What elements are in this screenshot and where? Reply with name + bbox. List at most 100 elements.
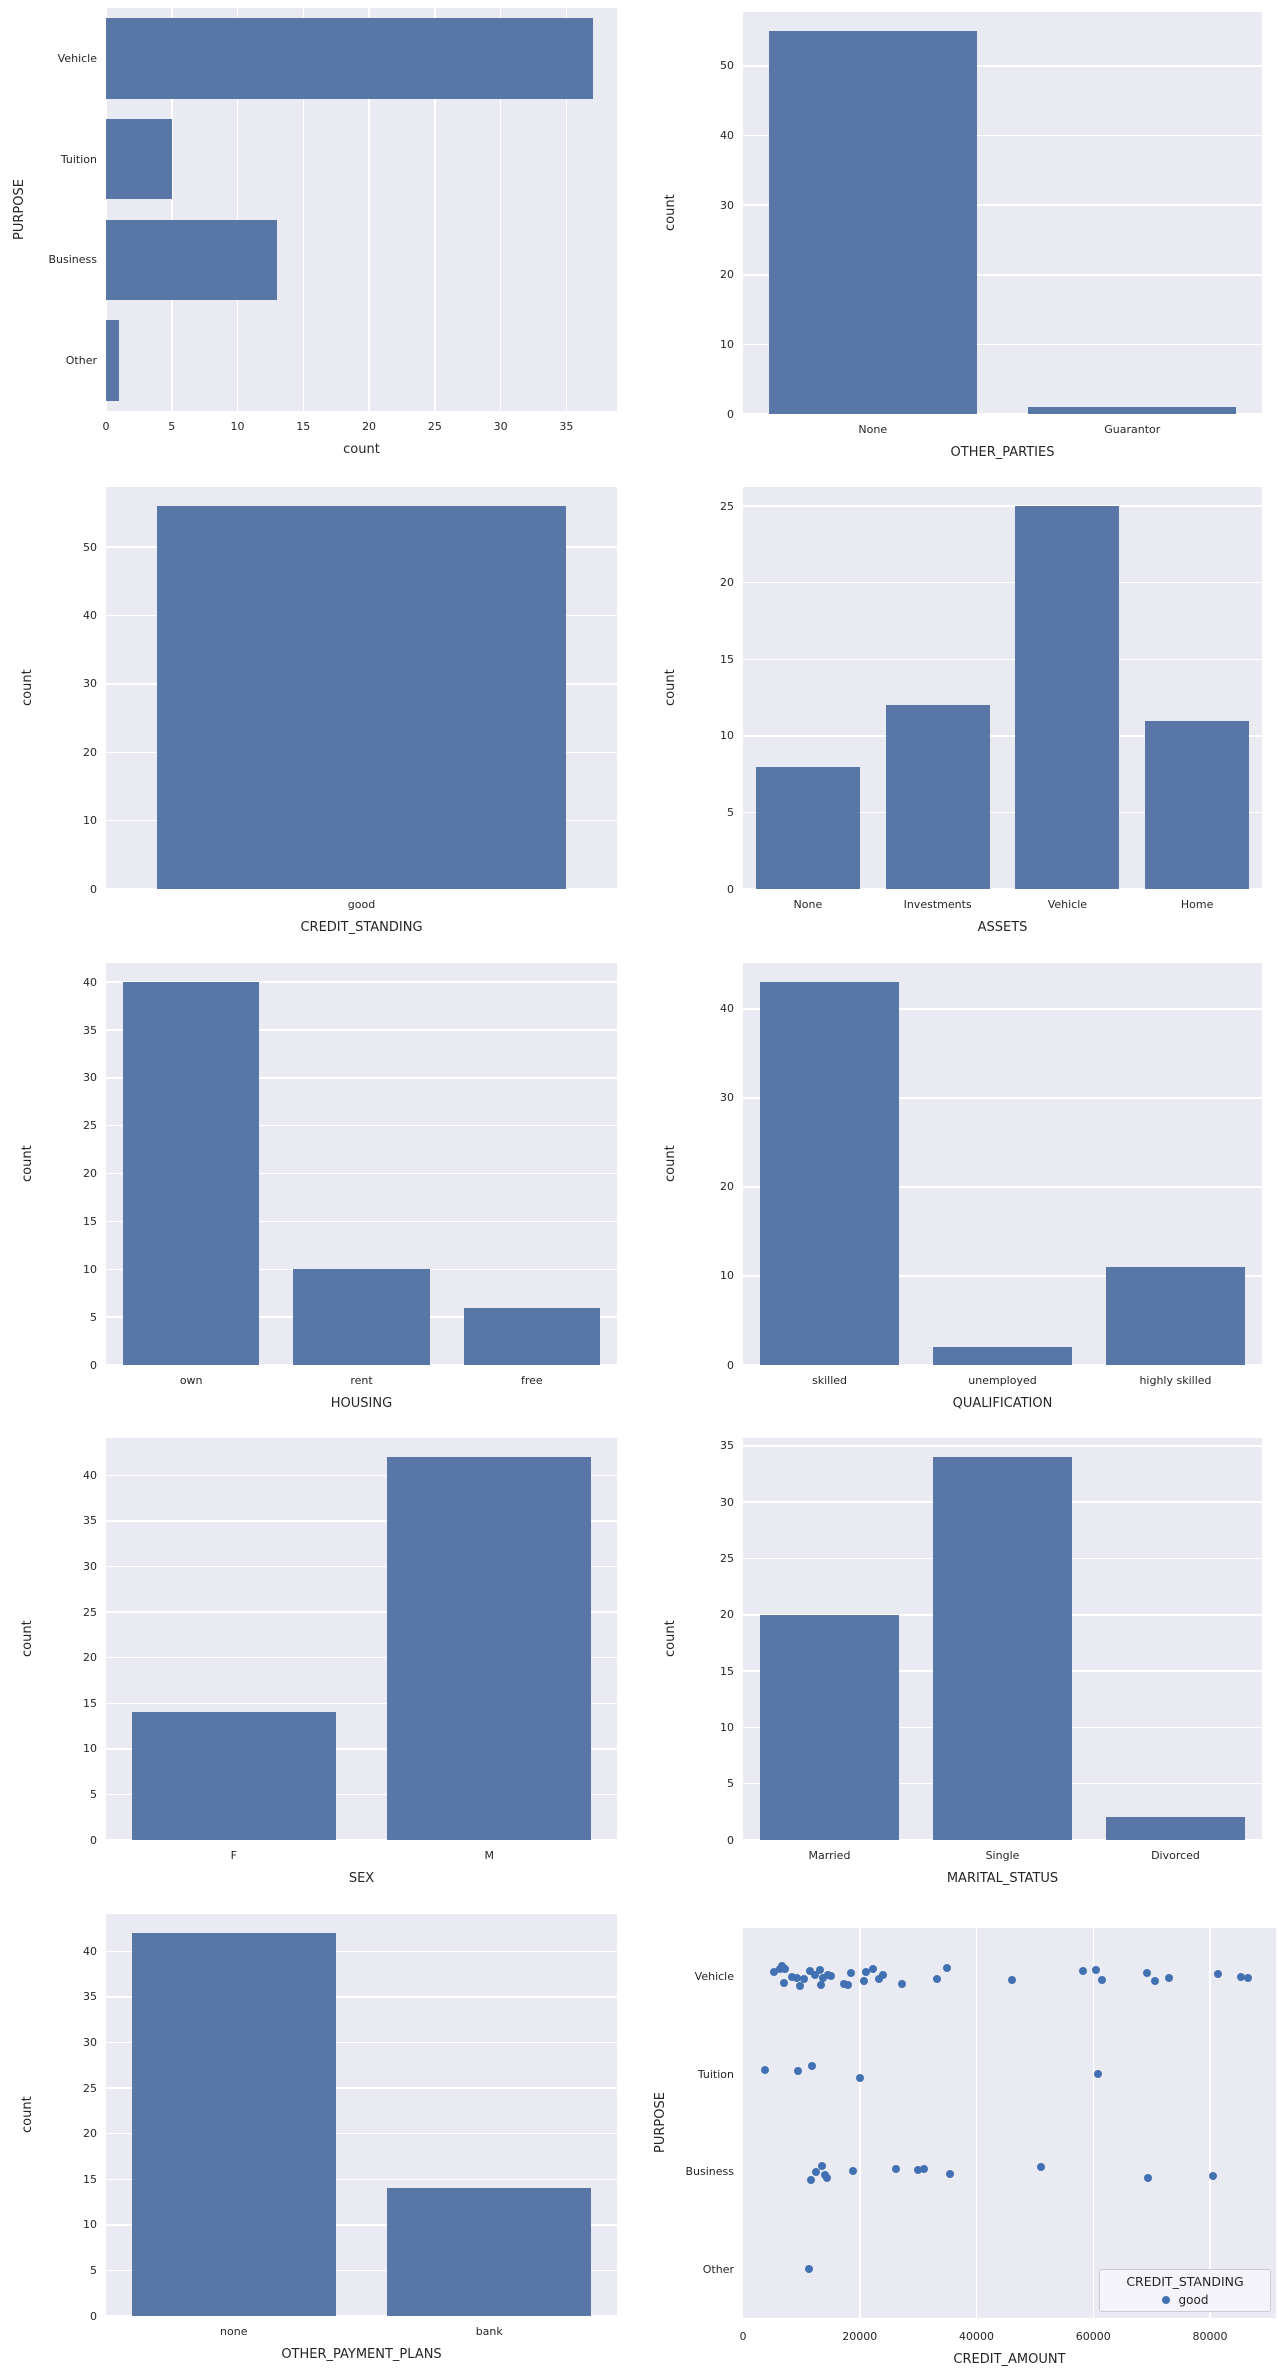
gridline [106,2224,617,2226]
x-category-label: bank [475,2325,503,2338]
x-category-label: None [793,898,823,911]
gridline [743,134,1262,137]
gridline [106,1124,617,1127]
gridline [106,1611,617,1613]
legend-marker-icon [1161,2296,1170,2304]
x-category-label: good [347,898,376,911]
y-tick-label: 20 [83,745,97,759]
y-tick-label: 10 [83,1262,97,1276]
scatter-point [878,1970,887,1979]
gridline [743,204,1262,206]
x-category-label: Guarantor [1104,423,1161,436]
y-tick-label: 10 [720,337,734,351]
chart-credit_amount_by_purpose: CREDIT_STANDING good 0 20000 40000 60000 80000… [639,1902,1278,2377]
gridline [106,1268,617,1271]
gridline [743,1445,1262,1447]
gridline [743,343,1262,346]
y-category-label: Business [685,2165,734,2179]
bar-own [123,982,260,1365]
y-tick-label: 20 [720,1608,734,1622]
scatter-point [847,1968,855,1977]
scatter-point [1243,1973,1252,1982]
scatter-point [779,1978,788,1987]
y-tick-label: 20 [83,1167,97,1181]
scatter-point [1094,2070,1103,2079]
gridline [106,1702,617,1704]
scatter-point [942,1963,951,1972]
y-tick-label: 10 [720,729,734,743]
plot-area-other_payment_plans [106,1914,617,2317]
y-axis-label: count [663,194,678,232]
y-tick-label: 20 [720,268,734,282]
y-category-label: Vehicle [57,51,97,65]
chart-other_payment_plans: 0 5 10 15 20 25 30 35 40 none bank OTHER_PAYMENT_PL… [0,1902,639,2377]
y-tick-label: 5 [727,805,734,819]
scatter-point [891,2164,900,2173]
scatter-point [822,2173,831,2182]
gridline [499,8,502,411]
x-category-label: skilled [811,1374,848,1387]
x-category-label: highly skilled [1139,1374,1212,1387]
y-tick-label: 0 [727,882,734,896]
y-tick-label: 20 [83,1651,97,1665]
y-tick-label: 40 [83,609,97,623]
x-tick-label: 20000 [842,2330,878,2343]
bar-None [768,31,977,414]
y-axis-label: count [663,1145,678,1183]
y-tick-label: 50 [720,59,734,73]
gridline [743,811,1262,814]
x-category-label: unemployed [968,1374,1037,1387]
y-category-label: Business [48,253,97,267]
y-tick-label: 0 [90,1358,97,1372]
y-tick-label: 15 [83,1214,97,1228]
bar-none [131,1933,336,2316]
scatter-point [806,2175,815,2184]
scatter-point [805,1966,814,1975]
bar-Guarantor [1028,407,1237,414]
gridline [1092,1928,1095,2318]
gridline [565,8,568,411]
y-tick-label: 40 [720,129,734,143]
x-axis-label: CREDIT_AMOUNT [953,2352,1066,2367]
scatter-point [795,1981,804,1990]
scatter-point [792,1973,801,1982]
gridline [106,1172,617,1175]
y-axis-label: PURPOSE [12,179,27,240]
bar-Vehicle [1015,506,1120,889]
x-axis-label: count [343,442,380,457]
y-tick-label: 10 [83,814,97,828]
scatter-point [815,1965,824,1974]
bar-highly skilled [1106,1267,1245,1365]
x-axis-label: OTHER_PAYMENT_PLANS [281,2347,442,2362]
bar-free [463,1307,600,1365]
y-tick-label: 30 [720,1495,734,1509]
x-tick-label: 40000 [959,2330,995,2343]
gridline [106,1565,617,1568]
scatter-point [855,2074,864,2083]
x-tick-label: 0 [739,2330,747,2343]
y-axis-label: count [20,669,35,707]
scatter-point [817,2161,826,2170]
x-tick-label: 15 [296,420,311,433]
y-category-label: Other [702,2262,734,2276]
scatter-point [1165,1973,1174,1982]
y-tick-label: 25 [720,1551,734,1565]
scatter-point [826,1971,835,1980]
y-axis-label: count [663,669,678,707]
x-axis-label: ASSETS [977,920,1028,935]
y-tick-label: 10 [83,2218,97,2232]
bar-Divorced [1106,1817,1245,1840]
y-tick-label: 25 [83,1605,97,1619]
y-tick-label: 35 [720,1439,734,1453]
scatter-point [913,2165,922,2174]
y-tick-label: 50 [83,540,97,554]
legend-entry: good [1161,2293,1208,2307]
bar-Business [106,219,277,301]
x-axis-label: SEX [348,1871,375,1886]
scatter-point [1079,1966,1088,1975]
bar-rent [293,1269,430,1365]
scatter-point [818,1973,827,1982]
plot-area-marital_status [743,1438,1262,1841]
gridline [171,8,173,411]
scatter-point [769,1967,778,1976]
